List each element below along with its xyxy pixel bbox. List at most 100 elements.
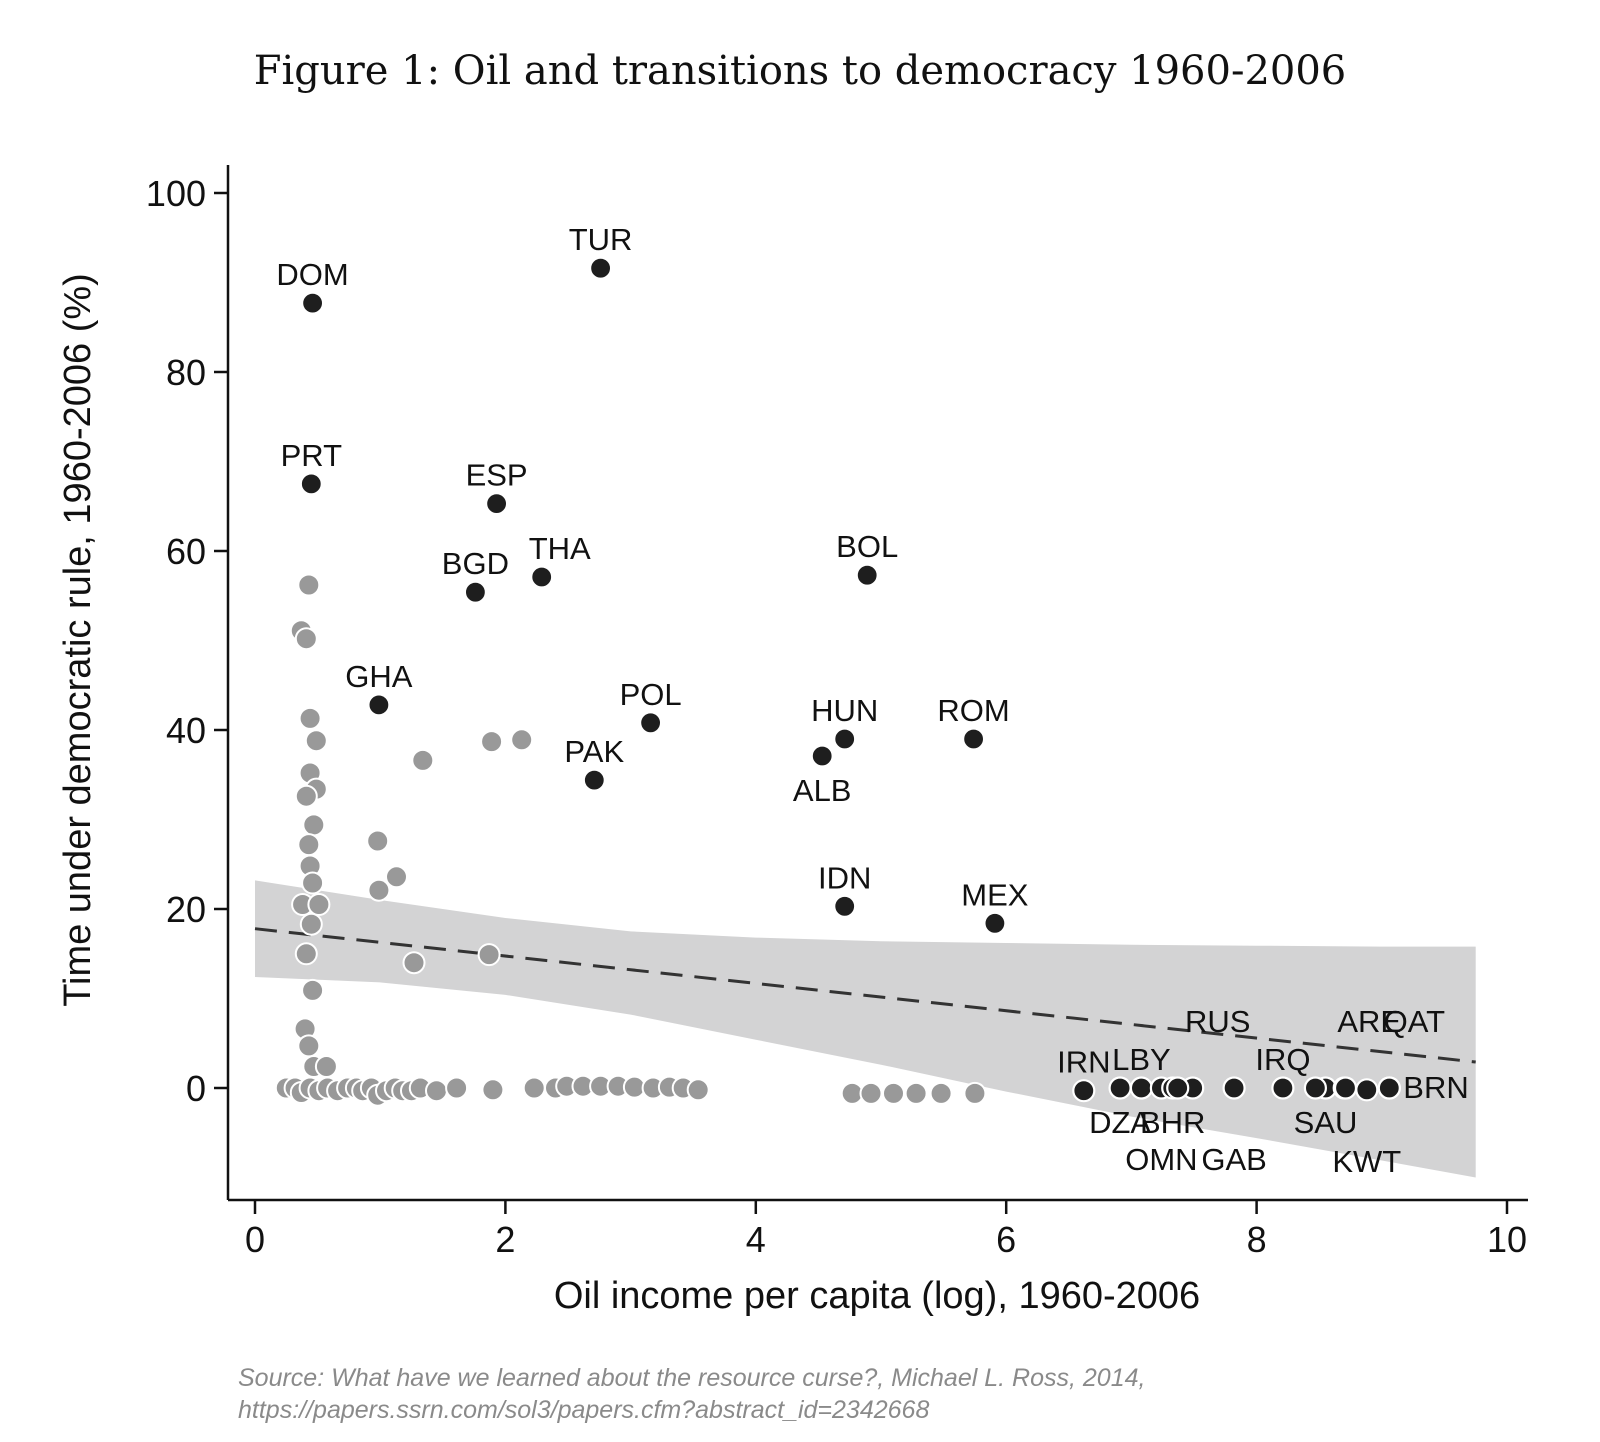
y-tick-label: 100: [146, 173, 206, 214]
label-are: ARE: [1337, 1004, 1401, 1039]
grey-point-23: [367, 878, 391, 902]
label-mex: MEX: [961, 877, 1029, 912]
point-irn: [1072, 1079, 1096, 1103]
label-bol: BOL: [836, 529, 898, 564]
point-pak: [582, 768, 606, 792]
grey-point-14: [307, 893, 331, 916]
point-tur: [588, 256, 613, 280]
label-gha: GHA: [345, 659, 413, 694]
label-pol: POL: [620, 677, 682, 712]
grey-point-50: [522, 1076, 546, 1100]
grey-point-62: [859, 1081, 883, 1105]
label-irq: IRQ: [1255, 1042, 1310, 1077]
point-dza: [1108, 1076, 1132, 1100]
label-bgd: BGD: [442, 546, 509, 581]
grey-point-60: [686, 1078, 710, 1102]
grey-point-8: [294, 784, 318, 808]
grey-point-27: [480, 730, 504, 754]
point-pol: [638, 711, 663, 735]
label-rus: RUS: [1185, 1004, 1250, 1039]
x-tick-label: 10: [1487, 1219, 1527, 1260]
y-tick-label: 60: [166, 531, 206, 572]
grey-point-17: [301, 978, 325, 1002]
grey-point-3: [294, 627, 318, 651]
y-tick-label: 80: [166, 352, 206, 393]
label-irn: IRN: [1057, 1045, 1110, 1080]
point-unlabeled-30: [1303, 1076, 1328, 1100]
fit-line: [254, 927, 1476, 1064]
point-tha: [530, 565, 554, 589]
point-kwt: [1355, 1078, 1379, 1102]
grey-point-22: [366, 829, 390, 853]
grey-point-28: [510, 728, 534, 752]
label-gab: GAB: [1201, 1142, 1266, 1177]
source-line-2: https://papers.ssrn.com/sol3/papers.cfm?…: [238, 1396, 930, 1424]
grey-point-16: [294, 942, 318, 966]
label-hun: HUN: [811, 693, 878, 728]
grey-point-4: [298, 706, 322, 730]
y-axis-title: Time under democratic rule, 1960-2006 (%…: [57, 273, 99, 1007]
axes-layer: 0 20 40 60 80 100 0 2 4 6 8 10 Oil income per capita…: [57, 165, 1528, 1317]
label-dza: DZA: [1089, 1105, 1151, 1140]
label-sau: SAU: [1294, 1105, 1358, 1140]
label-omn: OMN: [1125, 1142, 1197, 1177]
point-mex: [983, 911, 1007, 935]
grey-point-24: [385, 865, 408, 889]
grey-point-49: [481, 1078, 505, 1102]
point-lby: [1129, 1076, 1154, 1100]
point-bol: [855, 563, 879, 587]
grey-point-29: [477, 943, 501, 967]
grey-point-63: [882, 1081, 905, 1105]
grey-point-66: [963, 1081, 987, 1105]
x-tick-label: 4: [746, 1219, 766, 1260]
source-note: Source: What have we learned about the r…: [238, 1362, 1538, 1426]
label-idn: IDN: [818, 860, 871, 895]
grey-point-12: [301, 871, 325, 895]
point-rom: [961, 727, 986, 751]
point-idn: [833, 894, 857, 918]
grey-point-1: [297, 573, 321, 597]
figure-title: Figure 1: Oil and transitions to democra…: [253, 48, 1347, 94]
label-kwt: KWT: [1332, 1144, 1401, 1179]
label-brn: BRN: [1403, 1070, 1468, 1105]
grey-point-25: [411, 748, 435, 772]
fit-line-layer: [254, 927, 1476, 1064]
grey-point-10: [297, 833, 321, 857]
confidence-band-layer: [255, 880, 1476, 1178]
point-gab: [1222, 1076, 1246, 1100]
grey-point-15: [299, 912, 323, 936]
label-tha: THA: [529, 531, 591, 566]
y-tick-label: 40: [166, 710, 206, 751]
label-rom: ROM: [937, 693, 1009, 728]
grey-point-64: [904, 1081, 928, 1105]
source-line-1: Source: What have we learned about the r…: [238, 1364, 1146, 1392]
point-unlabeled-31: [1333, 1076, 1358, 1100]
label-esp: ESP: [466, 458, 528, 493]
point-gha: [367, 693, 391, 717]
x-axis-title: Oil income per capita (log), 1960-2006: [554, 1275, 1200, 1317]
x-tick-label: 0: [245, 1219, 265, 1260]
point-brn: [1377, 1076, 1401, 1100]
grey-point-65: [929, 1081, 953, 1105]
label-qat: QAT: [1384, 1004, 1445, 1039]
point-dom: [301, 291, 325, 315]
grey-point-9: [302, 813, 326, 837]
point-alb: [810, 744, 834, 768]
grey-point-26: [402, 951, 426, 975]
grey-point-47: [425, 1079, 448, 1103]
grey-points-layer: [274, 573, 987, 1107]
label-lby: LBY: [1112, 1042, 1171, 1077]
grey-point-5: [304, 729, 328, 753]
scatter-chart: DOM TUR PRT ESP BGD THA BOL GHA POL HUN ROM PAK ALB I…: [57, 165, 1528, 1317]
label-alb: ALB: [793, 773, 852, 808]
x-tick-label: 2: [495, 1219, 515, 1260]
x-tick-label: 8: [1247, 1219, 1267, 1260]
label-dom: DOM: [276, 257, 348, 292]
label-prt: PRT: [281, 438, 343, 473]
point-hun: [833, 727, 857, 751]
point-bgd: [463, 580, 487, 604]
y-tick-label: 0: [186, 1068, 206, 1109]
confidence-band: [255, 880, 1476, 1178]
label-tur: TUR: [569, 222, 633, 257]
grey-point-48: [445, 1076, 469, 1100]
